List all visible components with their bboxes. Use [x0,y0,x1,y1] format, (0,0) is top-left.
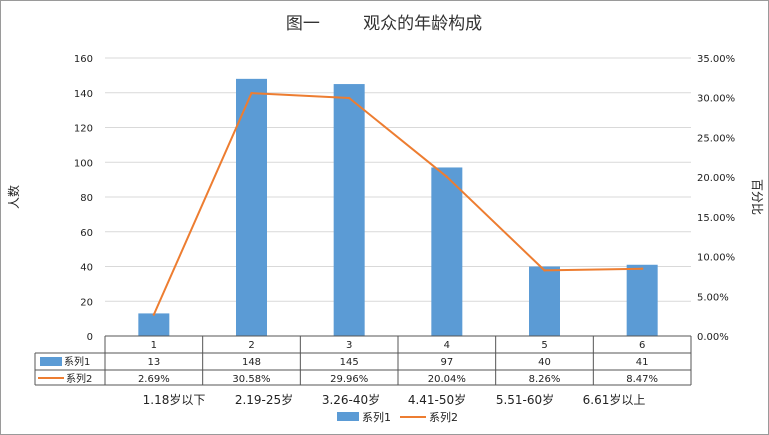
line-value-label: 8.47% [626,374,658,385]
category-label: 6.61岁以上 [583,392,646,407]
chart-title: 图一 观众的年龄构成 [286,14,482,34]
line-point [640,267,644,270]
table-category: 5 [541,340,547,351]
line-value-label: 20.04% [428,374,466,385]
category-label: 3.26-40岁 [322,392,380,407]
line-point [347,96,351,100]
y2-tick-label: 20.00% [697,173,735,184]
category-label: 1.18岁以下 [143,392,206,407]
line-value-label: 29.96% [330,374,368,385]
bar [138,313,170,336]
bar-value-label: 97 [440,357,453,368]
series-line [152,92,643,316]
table-category: 3 [346,340,352,351]
line-point [152,313,156,316]
y-tick-label: 20 [80,297,93,308]
y2-tick-label: 30.00% [697,94,735,105]
y2-tick-label: 10.00% [697,253,735,264]
y-tick-label: 140 [74,89,93,100]
table-category: 6 [639,340,645,351]
legend-label: 系列1 [362,410,391,424]
legend-swatch-series1 [337,412,359,421]
table-category: 2 [248,340,254,351]
y2-tick-label: 25.00% [697,133,735,144]
line-value-label: 8.26% [529,374,561,385]
bar [626,264,658,336]
y-tick-label: 80 [80,193,93,204]
table-category: 4 [444,340,450,351]
series1-swatch [40,357,62,366]
y2-tick-label: 5.00% [697,292,729,303]
y2-tick-label: 35.00% [697,54,735,65]
bar [236,78,267,336]
bar [529,266,560,336]
y-tick-label: 40 [80,263,93,274]
bar-value-label: 148 [242,357,261,368]
table-category: 1 [151,340,157,351]
line-point [250,91,253,95]
line-value-label: 2.69% [138,374,170,385]
category-label: 2.19-25岁 [235,392,293,407]
y-tick-label: 120 [74,124,93,135]
line-value-label: 30.58% [232,374,270,385]
table-row-header: 系列1 [64,355,90,368]
category-label: 5.51-60岁 [496,392,554,407]
line-point [543,269,546,272]
y2-tick-label: 0.00% [697,332,729,343]
table-row-header: 系列2 [66,372,92,385]
bar-value-label: 41 [636,357,649,368]
line-point [445,175,449,179]
y-tick-label: 160 [74,54,93,65]
y-tick-label: 60 [80,228,93,239]
bar-value-label: 40 [538,357,551,368]
y2-axis-label: 百分比 [750,179,764,215]
y-tick-label: 100 [74,158,93,169]
bar [431,167,463,336]
bar [333,84,365,336]
y-axis-label: 人数 [6,185,21,209]
bar-value-label: 145 [340,357,359,368]
y2-tick-label: 15.00% [697,213,735,224]
bar-value-label: 13 [147,357,160,368]
category-label: 4.41-50岁 [408,392,466,407]
y-tick-label: 0 [87,332,93,343]
legend-label: 系列2 [429,410,458,424]
